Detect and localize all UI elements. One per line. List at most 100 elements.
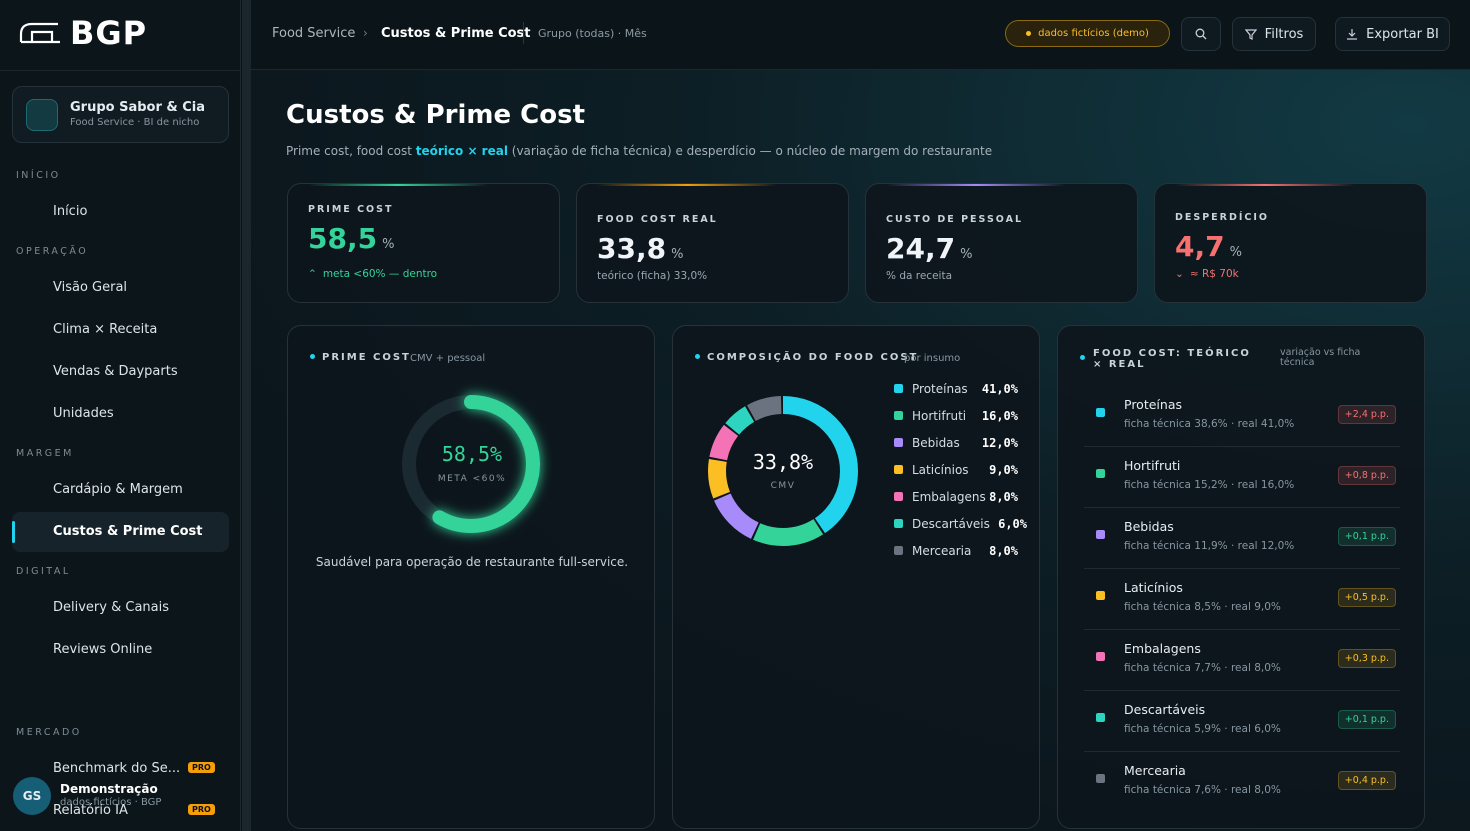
kpi-note: teórico (ficha) 33,0% <box>597 270 707 282</box>
breadcrumb-separator: › <box>363 26 368 40</box>
nav-item[interactable]: Visão Geral <box>12 268 229 308</box>
legend-swatch <box>894 411 903 420</box>
card-subtitle: CMV + pessoal <box>410 353 486 364</box>
variance-row: Descartáveis ficha técnica 5,9% · real 6,… <box>1084 691 1400 752</box>
logo-icon <box>19 22 60 44</box>
context: Grupo (todas) · Mês <box>538 27 647 40</box>
variance-row: Proteínas ficha técnica 38,6% · real 41,0… <box>1084 386 1400 447</box>
variance-delta: +0,1 p.p. <box>1337 527 1396 546</box>
legend-value: 9,0% <box>989 463 1018 477</box>
kpi-note-text: % da receita <box>886 270 952 282</box>
nav-item[interactable]: Cardápio & Margem <box>12 470 229 510</box>
variance-delta: +0,4 p.p. <box>1337 771 1396 790</box>
kpi-card: FOOD COST REAL 33,8% teórico (ficha) 33,0% <box>576 183 849 303</box>
gauge-value: 58,5% <box>441 442 503 466</box>
kpi-label: FOOD COST REAL <box>597 214 718 225</box>
variance-detail: ficha técnica 11,9% · real 12,0% <box>1124 540 1295 552</box>
variance-name: Laticínios <box>1124 580 1183 595</box>
variance-dot <box>1096 713 1105 722</box>
legend-value: 16,0% <box>981 409 1018 423</box>
user-name: Demonstração <box>60 782 158 796</box>
nav-item[interactable]: Unidades <box>12 394 229 434</box>
legend-swatch <box>894 492 903 501</box>
nav-label: Visão Geral <box>53 280 128 295</box>
variance-delta: +0,5 p.p. <box>1337 588 1396 607</box>
kpi-note: ⌃ meta <60% — dentro <box>308 268 437 280</box>
kpi-unit: % <box>960 247 973 262</box>
kpi-value-row: 24,7% <box>886 232 972 265</box>
search-button[interactable] <box>1181 17 1221 51</box>
breadcrumb[interactable]: Food Service <box>272 26 356 41</box>
donut-segment <box>708 396 858 546</box>
kpi-accent <box>308 184 488 186</box>
variance-detail: ficha técnica 7,7% · real 8,0% <box>1124 662 1281 674</box>
trend-icon: ⌃ <box>308 268 317 280</box>
org-subtitle: Food Service · BI de nicho <box>70 117 200 128</box>
variance-delta: +2,4 p.p. <box>1337 405 1396 424</box>
legend-label: Mercearia <box>912 544 972 558</box>
variance-dot <box>1096 652 1105 661</box>
nav-item[interactable]: Delivery & Canais <box>12 588 229 628</box>
org-card[interactable]: Grupo Sabor & Cia Food Service · BI de n… <box>12 86 229 143</box>
demo-text: dados fictícios (demo) <box>1038 28 1149 39</box>
org-icon <box>26 99 58 131</box>
legend-swatch <box>894 519 903 528</box>
demo-badge: dados fictícios (demo) <box>1005 20 1170 47</box>
filters-button[interactable]: Filtros <box>1232 17 1316 51</box>
card-title: PRIME COST <box>322 352 411 363</box>
legend-value: 12,0% <box>981 436 1018 450</box>
nav-item[interactable]: Reviews Online <box>12 630 229 670</box>
nav-item[interactable]: Relatório IA PRO <box>12 791 229 831</box>
kpi-note-text: meta <60% — dentro <box>322 268 438 280</box>
avatar: GS <box>13 777 51 815</box>
section-title: INÍCIO <box>16 170 61 181</box>
export-button[interactable]: Exportar BI <box>1335 17 1450 51</box>
kpi-label: CUSTO DE PESSOAL <box>886 214 1024 225</box>
nav-item[interactable]: Benchmark do Se... PRO <box>12 749 229 789</box>
kpi-card: DESPERDÍCIO 4,7% ⌄ ≈ R$ 70k <box>1154 183 1427 303</box>
kpi-accent <box>1175 184 1355 186</box>
legend-swatch <box>894 465 903 474</box>
kpi-unit: % <box>382 237 395 252</box>
filter-icon <box>1244 29 1257 40</box>
dot <box>695 354 700 359</box>
legend-value: 8,0% <box>989 544 1018 558</box>
kpi-note-text: teórico (ficha) 33,0% <box>597 270 708 282</box>
pro-badge: PRO <box>188 762 215 773</box>
breadcrumb-current: Custos & Prime Cost <box>381 26 531 41</box>
variance-row: Bebidas ficha técnica 11,9% · real 12,0% +… <box>1084 508 1400 569</box>
card-title: FOOD COST: TEÓRICO × REAL <box>1093 348 1251 370</box>
variance-detail: ficha técnica 5,9% · real 6,0% <box>1124 723 1281 735</box>
download-icon <box>1347 29 1358 40</box>
topbar: Food Service › Custos & Prime Cost Grupo… <box>251 0 1470 70</box>
nav-item[interactable]: Início <box>12 192 229 232</box>
variance-detail: ficha técnica 38,6% · real 41,0% <box>1124 418 1295 430</box>
nav-item[interactable]: Vendas & Dayparts <box>12 352 229 392</box>
gauge-arc <box>402 395 540 533</box>
nav-label: Custos & Prime Cost <box>53 524 203 539</box>
caption: Saudável para operação de restaurante fu… <box>315 555 629 569</box>
scrollbar <box>242 0 251 831</box>
filters-text: Filtros <box>1264 26 1304 42</box>
legend-value: 6,0% <box>998 517 1027 531</box>
nav-item-active[interactable]: Custos & Prime Cost <box>12 512 229 552</box>
nav-item[interactable]: Clima × Receita <box>12 310 229 350</box>
legend-label: Embalagens <box>912 490 986 504</box>
variance-dot <box>1096 408 1105 417</box>
donut-segment <box>708 396 858 546</box>
nav-label: Cardápio & Margem <box>53 482 183 497</box>
variance-dot <box>1096 774 1105 783</box>
kpi-label: DESPERDÍCIO <box>1175 212 1269 223</box>
variance-name: Embalagens <box>1124 641 1201 656</box>
variance-row: Embalagens ficha técnica 7,7% · real 8,0%… <box>1084 630 1400 691</box>
variance-dot <box>1096 591 1105 600</box>
variance-detail: ficha técnica 8,5% · real 9,0% <box>1124 601 1281 613</box>
variance-name: Mercearia <box>1124 763 1186 778</box>
variance-name: Hortifruti <box>1124 458 1181 473</box>
variance-delta: +0,1 p.p. <box>1337 710 1396 729</box>
kpi-unit: % <box>671 247 684 262</box>
pro-badge: PRO <box>188 804 215 815</box>
nav-label: Relatório IA <box>53 803 128 818</box>
donut-segment <box>708 396 858 546</box>
donut <box>708 396 858 546</box>
